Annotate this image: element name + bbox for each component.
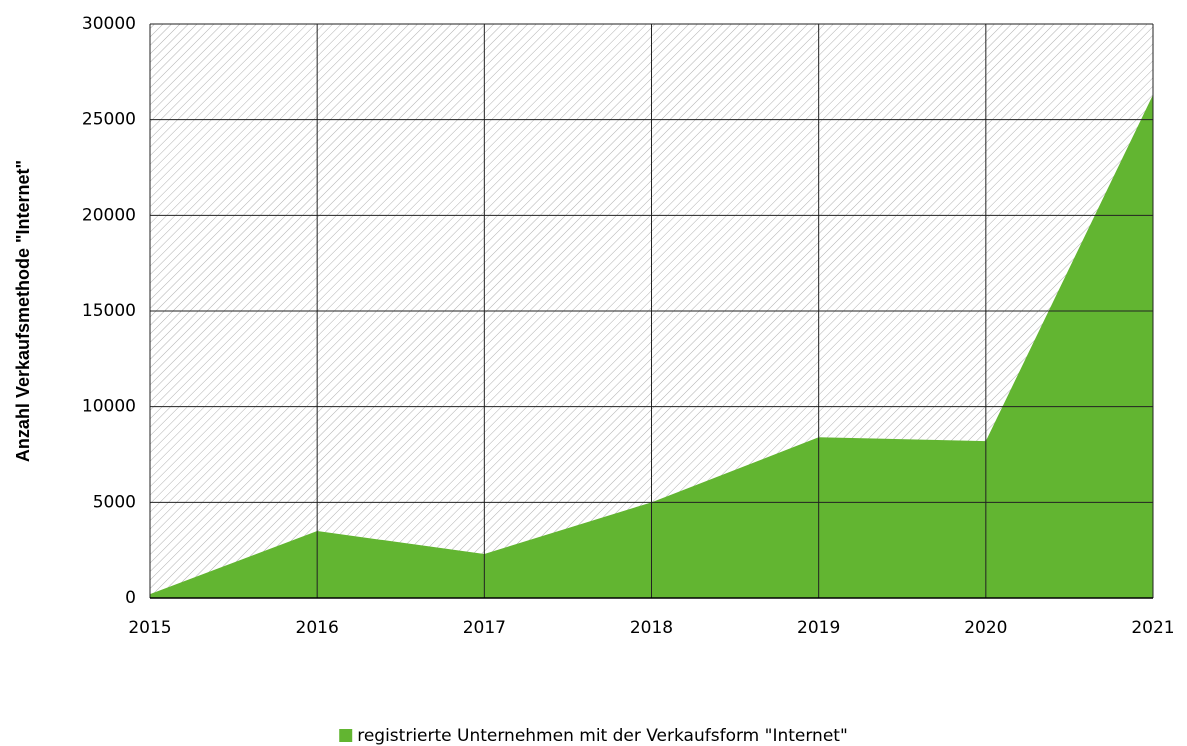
x-tick-label: 2021 <box>1131 618 1174 638</box>
area <box>150 94 1153 598</box>
x-tick-label: 2015 <box>128 618 171 638</box>
x-tick-label: 2018 <box>630 618 673 638</box>
x-tick-label: 2019 <box>797 618 840 638</box>
y-axis-label: Anzahl Verkaufsmethode "Internet" <box>13 160 33 462</box>
legend-label: registrierte Unternehmen mit der Verkauf… <box>357 726 848 746</box>
y-tick-label: 25000 <box>82 110 136 130</box>
y-tick-label: 10000 <box>82 397 136 417</box>
y-tick-label: 20000 <box>82 205 136 225</box>
x-tick-label: 2020 <box>964 618 1007 638</box>
x-tick-label: 2016 <box>296 618 339 638</box>
y-tick-label: 30000 <box>82 14 136 34</box>
x-tick-label: 2017 <box>463 618 506 638</box>
y-tick-label: 15000 <box>82 301 136 321</box>
y-tick-label: 0 <box>125 588 136 608</box>
legend-swatch <box>339 729 353 742</box>
y-tick-label: 5000 <box>93 492 136 512</box>
